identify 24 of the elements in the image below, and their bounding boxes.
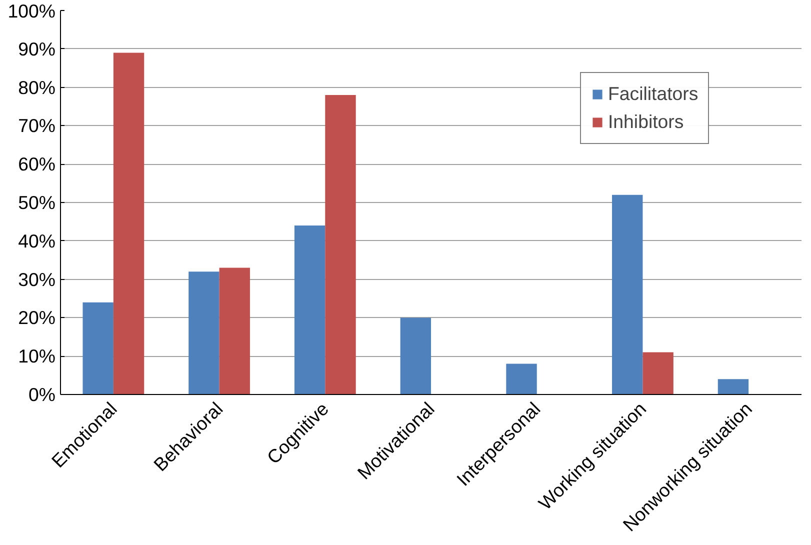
y-tick-label: 30% (18, 268, 56, 290)
y-tick-label: 50% (18, 192, 56, 213)
legend-label: Inhibitors (608, 111, 684, 133)
y-tick-label: 100% (8, 0, 56, 22)
bar (82, 302, 114, 394)
bar (188, 272, 220, 394)
y-tick-label: 40% (18, 230, 56, 252)
bar (506, 364, 537, 394)
y-tick-label: 80% (18, 76, 56, 98)
bar (325, 94, 356, 394)
bar (113, 52, 144, 394)
bar (642, 352, 674, 394)
legend-label: Facilitators (608, 83, 698, 105)
bar (718, 379, 749, 394)
y-tick-label: 10% (18, 346, 56, 367)
bar (219, 268, 250, 394)
bar (294, 226, 326, 394)
y-tick-label: 20% (18, 307, 56, 328)
y-tick-label: 70% (18, 115, 56, 136)
bar (400, 318, 431, 394)
bar (612, 194, 643, 394)
y-tick-label: 90% (18, 38, 56, 60)
y-tick-label: 60% (18, 154, 56, 175)
y-tick-label: 0% (28, 384, 56, 405)
